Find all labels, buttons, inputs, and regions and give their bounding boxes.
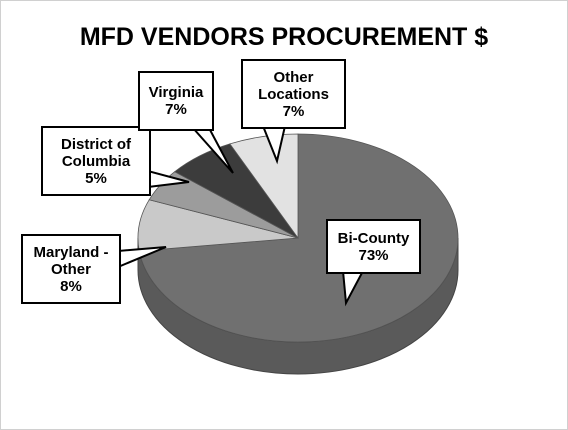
- pie-slice: [138, 133, 459, 343]
- slice-label: Other Locations: [258, 68, 329, 103]
- chart-title: MFD VENDORS PROCUREMENT $: [79, 23, 489, 51]
- value-label: 7%: [282, 102, 305, 120]
- value-label: 73%: [358, 246, 389, 264]
- slice-label: Maryland - Other: [33, 243, 109, 278]
- callout: District of Columbia 5%: [41, 126, 151, 196]
- slice-label: Bi-County: [337, 229, 410, 247]
- callout: Virginia 7%: [138, 71, 214, 131]
- callout: Bi-County 73%: [326, 219, 421, 274]
- value-label: 8%: [60, 277, 82, 295]
- slice-label: District of Columbia: [60, 135, 131, 170]
- callout: Other Locations 7%: [241, 59, 346, 129]
- callout: Maryland - Other 8%: [21, 234, 121, 304]
- pie-slice: [229, 133, 299, 240]
- value-label: 5%: [85, 169, 107, 187]
- slice-label: Virginia: [148, 84, 204, 101]
- value-label: 7%: [165, 101, 187, 118]
